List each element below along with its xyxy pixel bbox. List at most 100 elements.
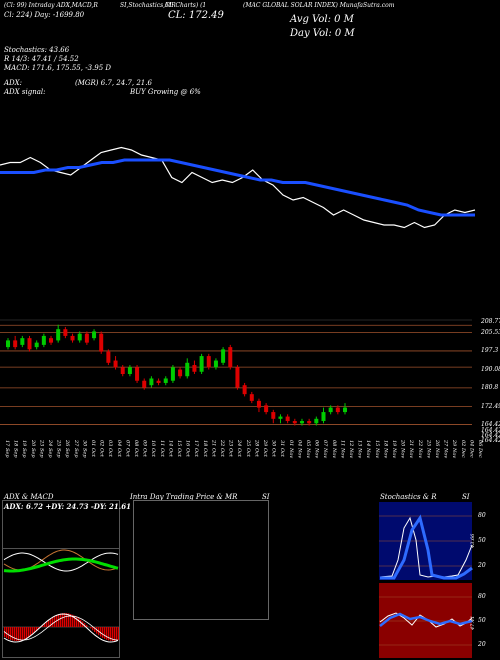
intraday-panel	[133, 500, 269, 620]
date-label: 29 Nov	[451, 439, 457, 458]
date-label: 26 Sep	[64, 439, 70, 458]
macd-histogram-bar	[58, 614, 60, 627]
macd-histogram-bar	[70, 613, 72, 627]
macd-histogram-bar	[18, 627, 20, 641]
macd-histogram-bar	[22, 627, 24, 640]
date-label: 13 Nov	[357, 440, 363, 458]
price-level-label: 164.42	[481, 427, 500, 434]
price-level-label: 180.8	[481, 384, 499, 391]
candle-body	[99, 333, 104, 352]
date-label: 21 Oct	[210, 439, 216, 458]
candle-body	[127, 367, 132, 374]
candle-body	[27, 338, 32, 350]
date-label: 20 Sep	[30, 439, 36, 458]
date-label: 27 Nov	[443, 439, 449, 458]
macd-histogram-bar	[30, 627, 32, 636]
date-label: 16 Oct	[185, 440, 191, 458]
macd-histogram-bar	[72, 614, 74, 627]
date-label: 02 Dec	[460, 440, 466, 458]
macd-histogram-bar	[38, 627, 40, 629]
candle-body	[321, 412, 326, 422]
macd-histogram-bar	[114, 627, 116, 641]
macd-readout: MACD: 171.6, 175.55, -3.95 D	[4, 64, 111, 72]
macd-histogram-bar	[116, 627, 118, 641]
candle-body	[314, 418, 319, 424]
candle-body	[41, 335, 46, 345]
price-level-label: 197.3	[481, 347, 499, 354]
date-label: 17 Sep	[4, 440, 10, 458]
rsi-tick-label: 20	[478, 641, 486, 648]
stoch-tick-label: 80	[478, 512, 486, 519]
stoch-d-line	[380, 514, 473, 580]
header-line1-c: Cl: Charts) (1	[165, 2, 207, 9]
macd-histogram-bar	[100, 627, 102, 637]
date-label: 03 Oct	[107, 440, 113, 458]
macd-histogram-bar	[50, 618, 52, 627]
macd-histogram-bar	[84, 623, 86, 627]
buy-signal: BUY Growing @ 6%	[130, 88, 201, 96]
date-label: 06 Nov	[314, 440, 320, 458]
stoch-readout: Stochastics: 43.66	[4, 46, 70, 54]
candle-body	[278, 416, 283, 419]
macd-histogram-bar	[46, 621, 48, 627]
header-line1-a: (Cl: 99) Intraday ADX,MACD,R	[4, 2, 98, 9]
macd-histogram-bar	[78, 618, 80, 627]
candle-body	[292, 421, 297, 424]
macd-histogram-bar	[102, 627, 104, 638]
price-level-label: 190.08	[481, 366, 500, 373]
macd-histogram-bar	[74, 615, 76, 627]
macd-histogram-bar	[92, 627, 94, 631]
stoch-si-label: SI	[462, 493, 470, 501]
macd-histogram-bar	[76, 616, 78, 627]
stoch-tick-label: 20	[478, 562, 486, 569]
macd-histogram-bar	[20, 627, 22, 641]
rsi-value-readout: 47.41	[470, 616, 476, 631]
adx-plus-di-line	[3, 552, 119, 572]
price-level-label: 205.53	[481, 329, 500, 336]
date-label: 21 Nov	[408, 439, 414, 458]
price-level-label: 172.49	[481, 403, 500, 410]
macd-histogram-bar	[110, 627, 112, 641]
date-label: 08 Nov	[331, 440, 337, 458]
date-label: 26 Nov	[434, 439, 440, 458]
macd-histogram-bar	[24, 627, 26, 640]
candle-body	[20, 338, 25, 345]
date-label: 14 Nov	[365, 440, 371, 458]
moving-average-line	[0, 158, 475, 217]
date-label: 04 Nov	[296, 440, 302, 458]
candle-body	[163, 378, 168, 383]
macd-histogram-bar	[28, 627, 30, 637]
avg-vol: Avg Vol: 0 M	[290, 14, 354, 25]
date-label: 23 Sep	[38, 439, 44, 458]
macd-histogram-bar	[6, 627, 8, 639]
date-label: 28 Oct	[253, 439, 259, 458]
date-label: 08 Oct	[133, 440, 139, 458]
candle-body	[235, 367, 240, 388]
candle-body	[77, 333, 82, 341]
candle-body	[249, 394, 254, 401]
macd-histogram-bar	[52, 617, 54, 627]
candle-body	[178, 369, 183, 377]
macd-histogram-bar	[36, 627, 38, 631]
candle-body	[185, 362, 190, 377]
candle-body	[264, 405, 269, 413]
date-label: 18 Oct	[202, 440, 208, 458]
candle-body	[328, 407, 333, 413]
macd-histogram-bar	[44, 623, 46, 627]
macd-histogram-bar	[14, 627, 16, 641]
macd-histogram-bar	[86, 624, 88, 627]
date-label: 30 Sep	[81, 440, 87, 458]
candle-body	[135, 367, 140, 381]
macd-histogram-bar	[32, 627, 34, 634]
price-line	[0, 146, 476, 229]
adx-line	[3, 557, 119, 573]
date-label: 01 Nov	[288, 440, 294, 458]
candle-body	[307, 421, 312, 424]
adx-panel-title: ADX & MACD	[4, 493, 54, 501]
candle-body	[256, 400, 261, 408]
r-readout: R 14/3: 47.41 / 54.52	[4, 55, 79, 63]
date-label: 12 Nov	[348, 440, 354, 458]
date-label: 01 Oct	[90, 440, 96, 458]
macd-histogram-bar	[90, 627, 92, 629]
candle-body	[70, 335, 75, 341]
